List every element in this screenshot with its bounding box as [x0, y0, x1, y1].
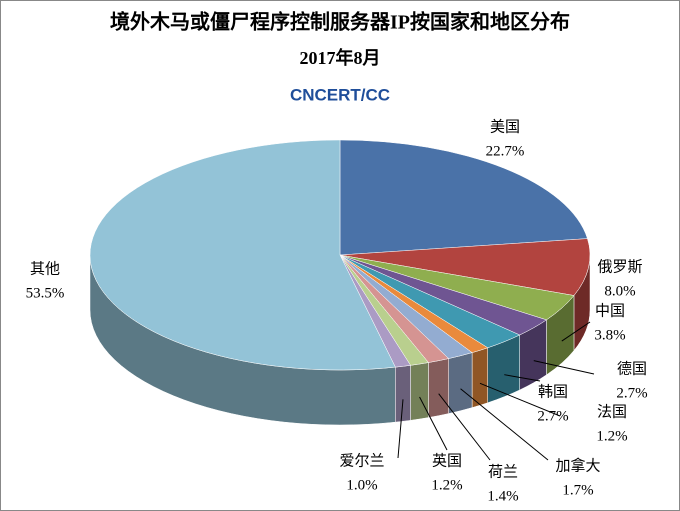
leader-line	[561, 321, 591, 342]
slice-label: 德国	[617, 359, 647, 377]
value-label: 53.5%	[26, 285, 65, 301]
value-label: 22.7%	[486, 143, 525, 159]
slice-label: 爱尔兰	[339, 452, 384, 469]
value-label: 1.7%	[562, 482, 593, 498]
slice	[89, 139, 396, 371]
leader-line	[397, 399, 404, 459]
value-label: 1.2%	[596, 428, 627, 444]
value-label: 1.0%	[346, 477, 377, 493]
slice	[339, 139, 588, 256]
slice-label: 英国	[432, 451, 462, 469]
slice-side	[410, 362, 429, 421]
chart-subtitle: 2017年8月	[300, 47, 381, 68]
slice-side	[395, 365, 411, 423]
pie	[89, 139, 591, 426]
value-label: 2.7%	[616, 385, 647, 401]
value-label: 2.7%	[537, 408, 568, 424]
slice-label: 法国	[597, 403, 627, 420]
value-label: 3.8%	[594, 327, 625, 343]
leader-line	[419, 396, 448, 451]
slice-label: 加拿大	[555, 456, 600, 474]
value-label: 1.2%	[431, 477, 462, 493]
slice-label: 荷兰	[488, 463, 518, 480]
slice-side	[428, 358, 449, 418]
leader-line	[504, 374, 541, 382]
leader-line	[479, 382, 561, 417]
slice-side	[471, 347, 488, 408]
value-label: 8.0%	[604, 283, 635, 299]
logo: CNCERT/CC	[290, 85, 390, 104]
leader-line	[533, 360, 595, 375]
slice-side	[448, 352, 473, 414]
value-label: 1.4%	[487, 488, 518, 504]
leader-line	[438, 393, 491, 461]
slice-label: 韩国	[538, 383, 568, 400]
slice-label: 俄罗斯	[597, 258, 642, 275]
slice-label: 其他	[30, 260, 60, 277]
chart-title: 境外木马或僵尸程序控制服务器IP按国家和地区分布	[110, 10, 570, 34]
leader-line	[460, 388, 549, 461]
slice	[339, 238, 591, 296]
slice-label: 中国	[595, 302, 625, 319]
slice-label: 美国	[490, 118, 520, 135]
labels: 美国 22.7% 俄罗斯 8.0% 中国 3.8% 德国 2.7% 韩国 2.7% 法国 1.2% 加拿…	[26, 118, 648, 504]
